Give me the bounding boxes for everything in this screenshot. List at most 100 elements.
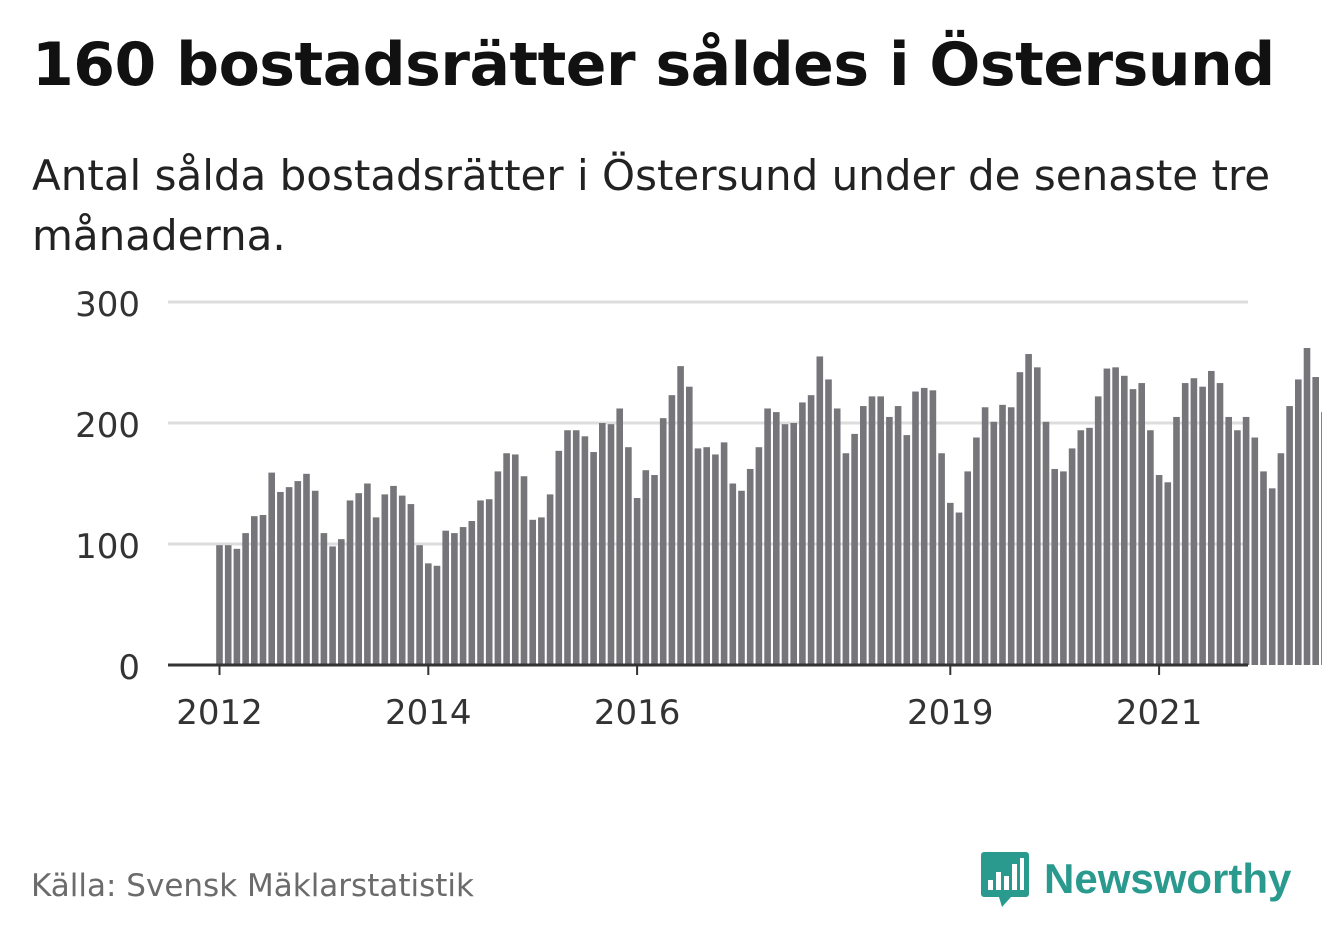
bar [860, 406, 867, 665]
x-tick-label: 2021 [1116, 693, 1203, 733]
bar [425, 563, 432, 665]
bar [1077, 430, 1085, 665]
bar [1112, 367, 1119, 665]
bar [390, 485, 397, 665]
x-tick-label: 2016 [594, 693, 681, 733]
bar [773, 412, 780, 665]
bar [790, 423, 797, 665]
bar [659, 418, 667, 665]
bar [842, 453, 850, 665]
bar [686, 386, 693, 665]
bar [1016, 372, 1024, 665]
bar [781, 424, 789, 665]
bar [668, 395, 676, 665]
bar [529, 519, 536, 665]
y-tick-label: 100 [75, 527, 140, 567]
bar [564, 430, 571, 665]
bar [920, 387, 928, 665]
bar [433, 565, 441, 665]
newsworthy-bar-chart-logo-icon [981, 852, 1029, 907]
bar [285, 487, 293, 665]
bar [677, 366, 684, 665]
bar [1242, 416, 1250, 665]
bar [851, 433, 858, 665]
y-tick-label: 0 [118, 648, 140, 688]
bar [807, 395, 815, 665]
x-tick-label: 2012 [176, 693, 263, 733]
bar [755, 447, 763, 665]
bar [1277, 453, 1285, 665]
bar [1216, 383, 1224, 665]
bar [799, 402, 806, 665]
bar [381, 494, 389, 665]
bar [981, 407, 989, 665]
bar [633, 498, 641, 665]
bar [494, 471, 502, 665]
bar [599, 423, 606, 665]
bar [1129, 389, 1137, 665]
bar [833, 408, 841, 665]
bar [1051, 468, 1058, 665]
bar [1208, 370, 1215, 665]
bar [1007, 407, 1015, 665]
bar [955, 512, 963, 665]
bar [999, 404, 1006, 665]
x-tick-label: 2014 [385, 693, 472, 733]
bar [729, 483, 737, 665]
bar [311, 490, 319, 665]
bar [407, 504, 415, 665]
bar [1199, 386, 1206, 665]
bar-chart: 0100200300201220142016201920212023160 [75, 285, 1322, 733]
bar [485, 499, 493, 665]
bar [268, 472, 275, 665]
bar [703, 447, 710, 665]
bar [1181, 383, 1189, 665]
bar [1094, 396, 1102, 665]
bar [929, 390, 937, 665]
source-note: Källa: Svensk Mäklarstatistik [31, 868, 474, 904]
bar [712, 454, 719, 665]
x-tick-label: 2019 [907, 693, 994, 733]
bar [251, 516, 258, 665]
bar [720, 442, 728, 665]
bar [973, 437, 980, 665]
bar [616, 408, 623, 665]
bar [607, 424, 615, 665]
bar [520, 476, 528, 665]
bar [338, 539, 345, 665]
bar [233, 548, 241, 665]
bar [320, 533, 328, 665]
y-tick-label: 300 [75, 285, 140, 325]
bar [259, 514, 267, 665]
newsworthy-brand[interactable]: Newsworthy [980, 850, 1291, 908]
bar [581, 436, 589, 665]
bar [468, 521, 476, 665]
bar [990, 421, 998, 665]
bar [555, 450, 563, 665]
bar [1303, 347, 1311, 665]
bar [1060, 471, 1067, 665]
bar [1155, 475, 1163, 665]
bar [216, 545, 223, 665]
bar [277, 491, 284, 665]
bar [572, 430, 580, 665]
bar [346, 500, 354, 665]
bar [894, 406, 902, 665]
bar [912, 391, 919, 665]
bar [903, 435, 911, 665]
chart-subtitle: Antal sålda bostadsrätter i Östersund un… [32, 151, 1271, 260]
bar [303, 473, 310, 665]
bar [1260, 471, 1267, 665]
bar [1190, 378, 1198, 665]
bar [459, 527, 467, 665]
bar [964, 471, 971, 665]
bar [1268, 488, 1276, 665]
bar [938, 453, 945, 665]
bar [816, 356, 824, 665]
bar [1068, 448, 1076, 665]
bar [224, 545, 232, 665]
bar [642, 470, 650, 665]
bar [416, 545, 423, 665]
y-tick-label: 200 [75, 406, 140, 446]
bar [1234, 430, 1241, 665]
